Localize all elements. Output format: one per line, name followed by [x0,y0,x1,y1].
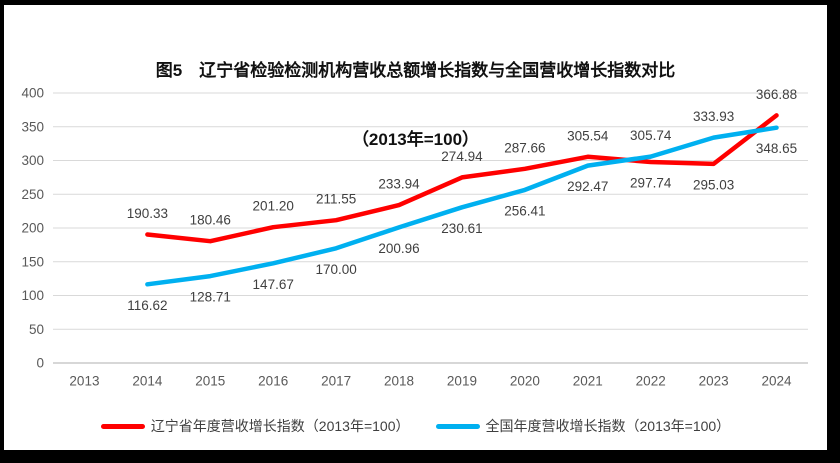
svg-text:297.74: 297.74 [630,176,672,191]
svg-text:211.55: 211.55 [316,192,356,207]
svg-text:190.33: 190.33 [127,206,168,221]
y-axis-tick-labels: 0 50 100 150 200 250 300 350 400 [21,86,44,371]
svg-text:348.65: 348.65 [756,141,797,156]
series-line-0 [145,113,779,244]
legend-label-liaoning: 辽宁省年度营收增长指数（2013年=100） [150,418,410,434]
legend-line-blue-icon [435,423,480,429]
svg-text:287.66: 287.66 [504,140,545,155]
svg-text:305.74: 305.74 [630,128,672,143]
svg-text:300: 300 [21,153,44,168]
svg-text:295.03: 295.03 [693,177,734,192]
svg-text:0: 0 [36,356,44,371]
svg-text:250: 250 [21,187,44,202]
legend-line-red-icon [100,423,145,429]
x-axis-tick-labels: 2013 2014 2015 2016 2017 2018 2019 2020 2021 2022… [69,374,792,389]
svg-text:366.88: 366.88 [756,87,797,102]
svg-text:350: 350 [21,119,44,134]
svg-text:170.00: 170.00 [315,262,356,277]
y-gridlines [53,92,808,364]
series-line-1 [145,125,779,287]
svg-text:2015: 2015 [195,374,225,389]
chart-legend: 辽宁省年度营收增长指数（2013年=100） 全国年度营收增长指数（2013年=… [4,416,827,436]
chart-title-line1: 图5 辽宁省检验检测机构营收总额增长指数与全国营收增长指数对比 [155,61,676,80]
svg-text:256.41: 256.41 [504,203,545,218]
chart-title: 图5 辽宁省检验检测机构营收总额增长指数与全国营收增长指数对比 （2013年=1… [4,13,827,197]
svg-text:2013: 2013 [69,374,99,389]
svg-text:2024: 2024 [762,374,793,389]
svg-text:2023: 2023 [699,374,729,389]
svg-text:305.54: 305.54 [567,128,609,143]
svg-text:150: 150 [21,254,44,269]
svg-text:116.62: 116.62 [127,298,167,313]
svg-text:2022: 2022 [636,374,666,389]
legend-item-national: 全国年度营收增长指数（2013年=100） [435,416,731,436]
svg-text:128.71: 128.71 [190,290,231,305]
svg-text:200.96: 200.96 [378,241,419,256]
svg-text:2018: 2018 [384,374,414,389]
svg-text:200: 200 [21,221,44,236]
svg-text:2020: 2020 [510,374,540,389]
data-labels-series-0: 190.33 180.46 201.20 211.55 233.94 274.94 287.… [127,87,797,228]
svg-text:2014: 2014 [132,374,163,389]
data-labels-series-1: 116.62 128.71 147.67 170.00 200.96 230.61 256.… [127,109,797,313]
svg-text:233.94: 233.94 [378,177,420,192]
svg-text:2017: 2017 [321,374,351,389]
svg-text:230.61: 230.61 [441,221,482,236]
svg-text:400: 400 [21,86,44,101]
svg-text:50: 50 [29,322,44,337]
svg-text:147.67: 147.67 [253,277,294,292]
legend-label-national: 全国年度营收增长指数（2013年=100） [485,418,731,434]
svg-text:274.94: 274.94 [441,149,483,164]
svg-text:333.93: 333.93 [693,109,734,124]
chart-title-line2: （2013年=100） [351,130,480,149]
svg-text:100: 100 [21,288,44,303]
svg-text:180.46: 180.46 [190,213,231,228]
svg-text:201.20: 201.20 [253,199,294,214]
svg-text:2021: 2021 [573,374,603,389]
svg-text:2019: 2019 [447,374,477,389]
svg-text:2016: 2016 [258,374,288,389]
svg-text:292.47: 292.47 [567,179,608,194]
legend-item-liaoning: 辽宁省年度营收增长指数（2013年=100） [100,416,410,436]
